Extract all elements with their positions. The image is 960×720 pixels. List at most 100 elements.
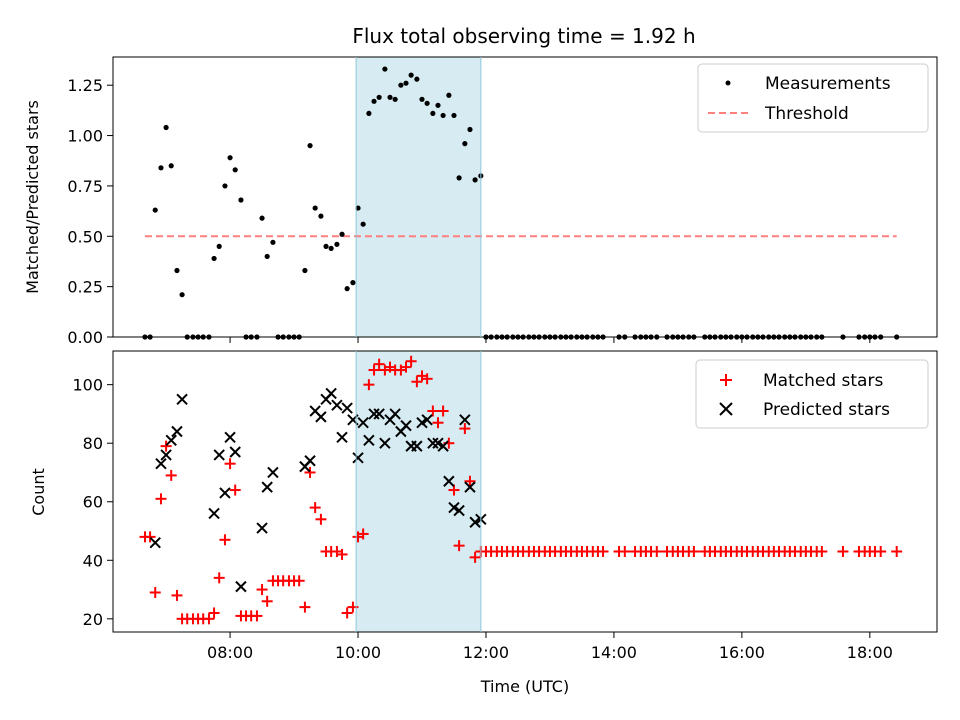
matched-point bbox=[224, 458, 236, 470]
matched-point bbox=[373, 358, 385, 370]
predicted-point bbox=[160, 449, 172, 461]
matched-point bbox=[453, 540, 465, 552]
predicted-point bbox=[325, 387, 337, 400]
matched-point bbox=[299, 601, 311, 613]
measurement-point bbox=[238, 197, 244, 203]
matched-point bbox=[315, 513, 327, 525]
matched-point bbox=[208, 607, 220, 619]
measurement-point bbox=[174, 267, 180, 274]
matched-point bbox=[469, 551, 481, 563]
legend-predicted-marker bbox=[719, 402, 733, 416]
top-ylabel: Matched/Predicted stars bbox=[23, 100, 42, 294]
xtick-label: 14:00 bbox=[591, 643, 637, 662]
legend-predicted-label: Predicted stars bbox=[763, 400, 890, 420]
legend-measurements-marker bbox=[725, 80, 731, 86]
measurement-point bbox=[467, 126, 473, 133]
measurement-point bbox=[456, 175, 462, 181]
matched-point bbox=[405, 355, 417, 367]
predicted-point bbox=[443, 475, 455, 487]
predicted-point bbox=[176, 393, 188, 406]
matched-point bbox=[336, 548, 348, 560]
ytick-label: 100 bbox=[72, 376, 103, 395]
measurement-point bbox=[424, 100, 430, 106]
xtick-label: 12:00 bbox=[463, 643, 509, 662]
matched-point bbox=[597, 546, 609, 558]
matched-point bbox=[229, 484, 241, 496]
matched-point bbox=[421, 373, 433, 385]
predicted-point bbox=[229, 446, 241, 458]
bottom-axes-frame bbox=[112, 350, 938, 633]
ytick-label: 80 bbox=[83, 434, 103, 453]
measurement-point bbox=[408, 72, 414, 78]
measurement-point bbox=[163, 124, 169, 131]
measurement-point bbox=[360, 221, 366, 227]
matched-point bbox=[261, 595, 273, 607]
predicted-point bbox=[368, 408, 380, 420]
measurement-point bbox=[382, 66, 388, 72]
measurement-point bbox=[414, 76, 420, 82]
predicted-point bbox=[363, 434, 375, 446]
measurement-point bbox=[302, 267, 308, 274]
predicted-point bbox=[256, 522, 268, 534]
matched-point bbox=[875, 546, 887, 558]
matched-point bbox=[251, 610, 263, 622]
measurement-point bbox=[307, 143, 313, 149]
legend-measurements-label: Measurements bbox=[765, 74, 891, 94]
predicted-point bbox=[261, 481, 273, 493]
predicted-point bbox=[208, 507, 220, 520]
predicted-point bbox=[315, 411, 327, 423]
predicted-point bbox=[427, 437, 439, 449]
matched-point bbox=[432, 417, 444, 429]
legend-matched-marker bbox=[720, 374, 732, 386]
predicted-point bbox=[373, 408, 385, 420]
predicted-point bbox=[464, 481, 476, 493]
measurement-point bbox=[168, 163, 174, 169]
predicted-point bbox=[235, 580, 247, 593]
matched-point bbox=[837, 546, 849, 558]
matched-point bbox=[437, 405, 449, 417]
matched-point bbox=[816, 546, 828, 558]
matched-point bbox=[341, 607, 353, 619]
predicted-point bbox=[437, 440, 449, 452]
measurement-point bbox=[179, 292, 185, 298]
predicted-point bbox=[213, 449, 225, 461]
bottom-xtick-group: 08:00 10:00 12:00 14:00 16:00 18:00 bbox=[207, 632, 893, 662]
measurement-point bbox=[398, 82, 404, 88]
matched-point bbox=[171, 589, 183, 601]
ytick-label: 40 bbox=[83, 551, 103, 570]
xtick-label: 16:00 bbox=[719, 643, 765, 662]
measurement-point bbox=[339, 231, 345, 237]
measurement-point bbox=[264, 253, 270, 260]
matched-point bbox=[155, 493, 167, 505]
measurement-point bbox=[371, 98, 377, 104]
predicted-point bbox=[459, 414, 471, 426]
predicted-point bbox=[336, 431, 348, 444]
predicted-point bbox=[267, 466, 279, 479]
bottom-ylabel: Count bbox=[29, 468, 48, 516]
top-shaded-span bbox=[356, 57, 481, 337]
measurement-point bbox=[216, 243, 222, 249]
measurement-point bbox=[387, 94, 393, 100]
measurement-point bbox=[472, 177, 478, 183]
matched-point bbox=[144, 531, 156, 543]
measurement-point bbox=[376, 94, 382, 100]
predicted-point bbox=[400, 419, 412, 432]
predicted-point bbox=[304, 455, 316, 467]
measurement-point bbox=[318, 213, 324, 219]
ytick-label: 0.50 bbox=[67, 227, 103, 246]
bottom-xlabel: Time (UTC) bbox=[480, 677, 569, 696]
bottom-legend: Matched stars Predicted stars bbox=[695, 359, 929, 429]
matched-point bbox=[149, 586, 161, 598]
xtick-label: 10:00 bbox=[335, 643, 381, 662]
matched-point bbox=[619, 546, 631, 558]
matched-point bbox=[165, 469, 177, 481]
matched-point bbox=[448, 484, 460, 496]
measurement-point bbox=[451, 112, 457, 119]
top-panel: 0.00 0.25 0.50 0.75 1.00 1.25 Matched/Predict… bbox=[23, 56, 938, 347]
matched-point bbox=[304, 466, 316, 478]
predicted-point bbox=[155, 457, 167, 470]
matched-point bbox=[203, 613, 215, 625]
measurement-point bbox=[403, 80, 409, 86]
measurement-point bbox=[232, 167, 238, 173]
